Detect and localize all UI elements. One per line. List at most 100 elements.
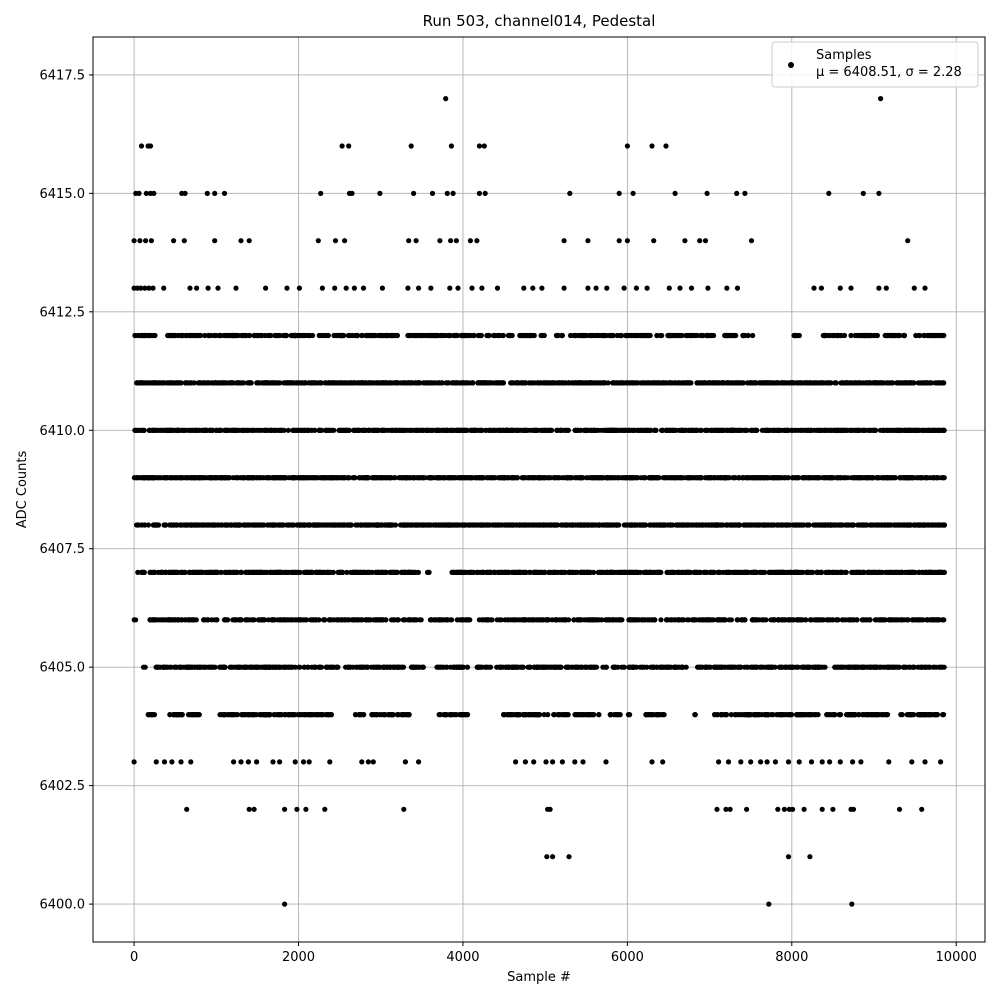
data-point [581, 522, 587, 528]
data-point [322, 332, 329, 339]
data-point [790, 806, 796, 812]
data-point [360, 285, 367, 291]
data-point [653, 427, 659, 433]
data-point [207, 427, 213, 433]
data-point [907, 427, 913, 433]
data-point [873, 332, 879, 339]
data-point [505, 522, 511, 528]
data-point [228, 522, 234, 528]
data-point [136, 190, 142, 196]
data-point [519, 380, 526, 386]
data-point [331, 427, 337, 433]
data-point [789, 475, 796, 481]
data-points [131, 96, 948, 907]
data-point [646, 332, 652, 339]
data-point [326, 380, 332, 386]
data-point [697, 427, 704, 433]
data-point [924, 332, 931, 339]
data-point [659, 427, 666, 433]
data-point [781, 806, 788, 812]
data-point [774, 475, 780, 481]
data-point [742, 427, 748, 433]
data-point [724, 427, 730, 433]
data-point [358, 569, 364, 576]
data-point [161, 285, 167, 291]
data-point [909, 759, 915, 765]
data-point [251, 806, 257, 812]
data-point [494, 522, 500, 528]
data-point [476, 427, 482, 433]
data-point [320, 475, 326, 481]
data-point [151, 475, 157, 481]
data-point [674, 380, 680, 386]
data-point [856, 427, 863, 433]
data-point [366, 380, 372, 386]
data-point [450, 522, 456, 528]
data-point [566, 380, 572, 386]
data-point [808, 759, 815, 765]
data-point [934, 475, 941, 481]
data-point [705, 475, 711, 481]
data-point [317, 522, 323, 528]
data-point [852, 380, 858, 386]
data-point [841, 332, 848, 339]
data-point [143, 238, 149, 244]
data-point [837, 759, 843, 765]
data-point [780, 380, 786, 386]
data-point [505, 332, 511, 339]
data-point [285, 427, 291, 433]
data-point [339, 143, 345, 149]
data-point [711, 475, 717, 481]
data-point [178, 759, 184, 765]
data-point [925, 427, 931, 433]
data-point [688, 285, 695, 291]
data-point [844, 380, 850, 386]
data-point [819, 806, 825, 812]
data-point [521, 285, 527, 291]
data-point [374, 475, 380, 481]
data-point [142, 475, 148, 481]
data-point [941, 427, 947, 433]
data-point [649, 759, 655, 765]
data-point [772, 759, 779, 765]
data-point [306, 522, 313, 528]
data-point [416, 285, 422, 291]
data-point [181, 238, 187, 244]
data-point [758, 759, 764, 765]
data-point [312, 427, 318, 433]
data-point [633, 285, 640, 291]
data-point [933, 332, 939, 339]
data-point [789, 380, 795, 386]
data-point [143, 380, 150, 386]
data-point [443, 332, 449, 339]
data-point [257, 569, 263, 576]
data-point [355, 427, 362, 433]
data-point [463, 380, 469, 386]
data-point [444, 427, 450, 433]
data-point [932, 522, 938, 528]
data-point [337, 427, 343, 433]
data-point [388, 522, 394, 528]
data-point [667, 332, 673, 339]
data-point [723, 332, 730, 339]
data-point [369, 332, 375, 339]
data-point [860, 190, 866, 196]
data-point [205, 332, 212, 339]
data-point [402, 759, 408, 765]
data-point [230, 332, 236, 339]
data-point [443, 96, 449, 102]
data-point [627, 380, 633, 386]
data-point [311, 522, 317, 528]
data-point [213, 427, 219, 433]
data-point [151, 190, 157, 196]
data-point [209, 475, 215, 481]
data-point [250, 569, 257, 576]
data-point [572, 759, 578, 765]
data-point [139, 569, 145, 576]
data-point [785, 854, 792, 860]
data-point [738, 759, 744, 765]
data-point [263, 285, 269, 291]
data-point [547, 522, 554, 528]
data-point [800, 475, 806, 481]
data-point [610, 380, 616, 386]
